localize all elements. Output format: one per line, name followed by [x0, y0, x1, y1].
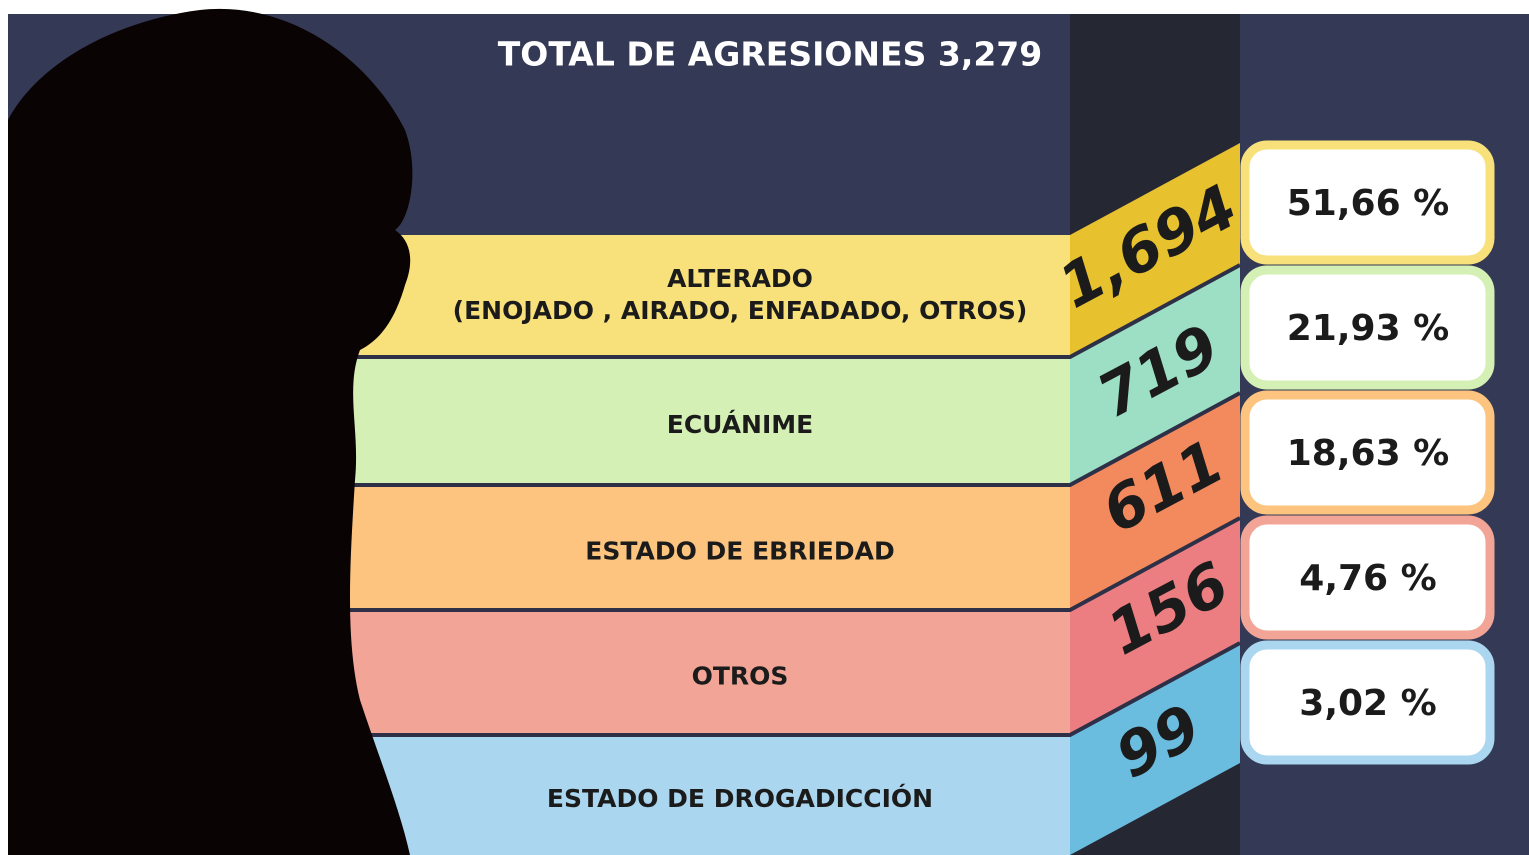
row-label: (ENOJADO , AIRADO, ENFADADO, OTROS)	[453, 296, 1028, 325]
row-label: OTROS	[692, 662, 789, 691]
row-label: ALTERADO	[667, 264, 813, 293]
row-label: ECUÁNIME	[667, 410, 813, 439]
row-percent: 4,76 %	[1299, 558, 1436, 599]
row-label: ESTADO DE EBRIEDAD	[585, 537, 894, 566]
row-label: ESTADO DE DROGADICCIÓN	[547, 783, 933, 813]
row-percent: 18,63 %	[1287, 433, 1449, 474]
row-percent: 51,66 %	[1287, 183, 1449, 224]
title: TOTAL DE AGRESIONES 3,279	[498, 35, 1042, 74]
infographic: ALTERADO (ENOJADO , AIRADO, ENFADADO, OTR…	[0, 0, 1529, 855]
row-percent: 21,93 %	[1287, 308, 1449, 349]
row-percent: 3,02 %	[1299, 683, 1436, 724]
silhouette	[8, 9, 412, 855]
